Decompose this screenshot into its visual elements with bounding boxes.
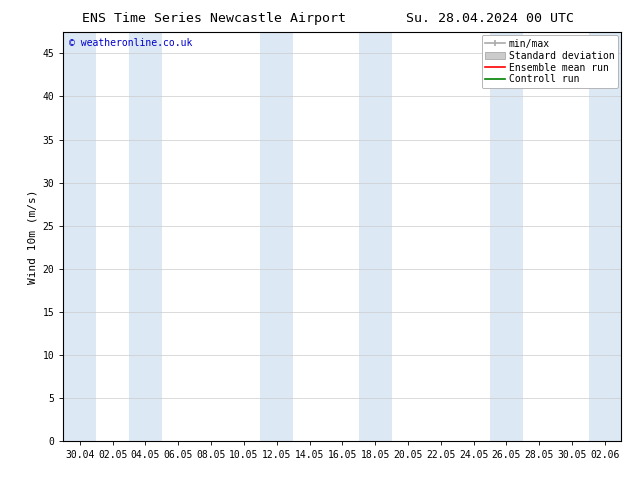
Text: ENS Time Series Newcastle Airport: ENS Time Series Newcastle Airport — [82, 12, 346, 25]
Bar — [261, 32, 293, 441]
Legend: min/max, Standard deviation, Ensemble mean run, Controll run: min/max, Standard deviation, Ensemble me… — [482, 35, 618, 88]
Text: © weatheronline.co.uk: © weatheronline.co.uk — [69, 38, 192, 48]
Bar — [63, 32, 96, 441]
Bar — [129, 32, 162, 441]
Bar — [588, 32, 621, 441]
Bar — [490, 32, 523, 441]
Bar — [359, 32, 392, 441]
Y-axis label: Wind 10m (m/s): Wind 10m (m/s) — [27, 189, 37, 284]
Text: Su. 28.04.2024 00 UTC: Su. 28.04.2024 00 UTC — [406, 12, 574, 25]
